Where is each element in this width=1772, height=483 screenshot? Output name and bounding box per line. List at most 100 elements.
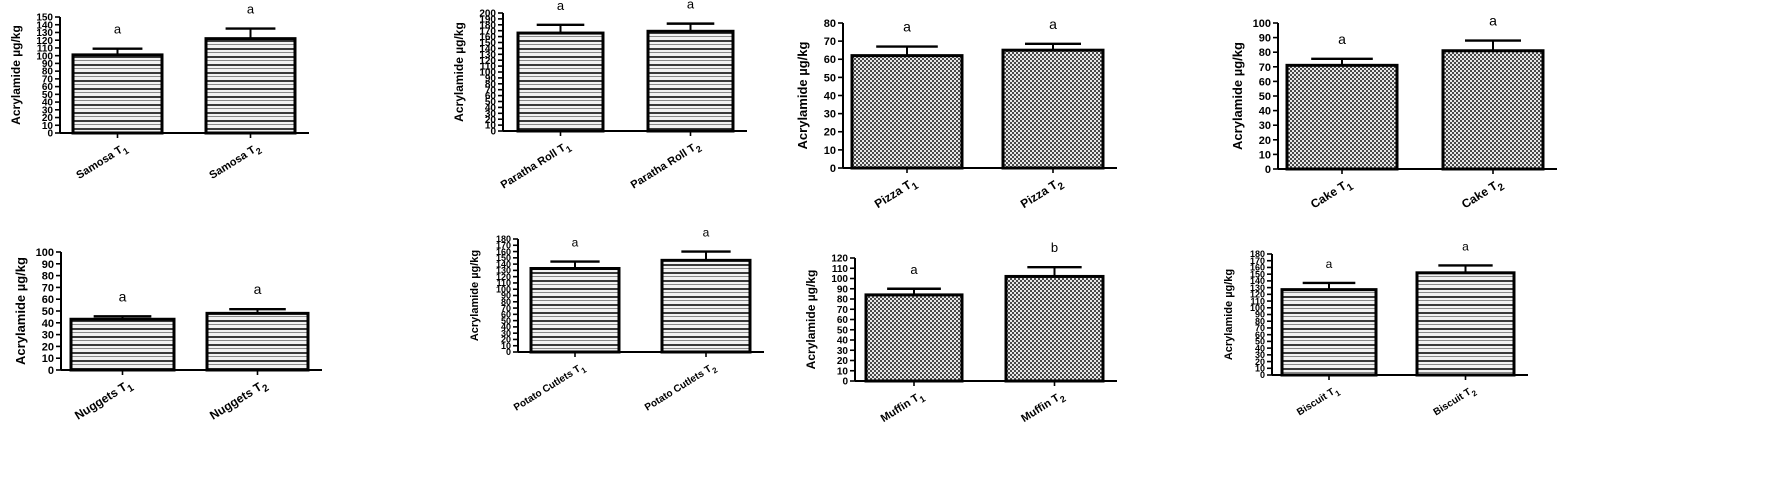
y-tick-label: 180 bbox=[496, 234, 511, 244]
x-tick-label: Cake T2 bbox=[1459, 175, 1507, 214]
y-tick-label: 70 bbox=[485, 85, 497, 96]
y-tick-label: 170 bbox=[1250, 256, 1265, 266]
y-tick-label: 50 bbox=[42, 90, 54, 101]
x-tick-label-subscript: 1 bbox=[564, 144, 574, 155]
y-tick-label: 110 bbox=[496, 278, 511, 288]
significance-label: a bbox=[910, 262, 918, 277]
y-tick-label: 110 bbox=[1250, 296, 1265, 306]
y-tick-label: 90 bbox=[42, 59, 54, 70]
y-tick-label: 110 bbox=[480, 62, 497, 73]
y-tick-label: 0 bbox=[842, 377, 848, 388]
chart-panel-3: 0 10 20 30 40 50 60 70 80 Acrylamide µg/kg a Pizza … bbox=[795, 16, 1117, 214]
y-tick-label: 20 bbox=[837, 356, 849, 367]
y-tick-label: 60 bbox=[824, 54, 836, 66]
y-tick-label: 120 bbox=[496, 272, 511, 282]
x-tick-label: Potato Cutlets T1 bbox=[512, 361, 589, 416]
y-tick-label: 130 bbox=[479, 50, 496, 61]
y-tick-label: 30 bbox=[824, 109, 836, 121]
y-axis-label: Acrylamide µg/kg bbox=[795, 41, 810, 149]
y-tick-label: 160 bbox=[479, 32, 496, 43]
y-tick-label: 40 bbox=[485, 103, 497, 114]
y-tick-label: 50 bbox=[837, 325, 849, 336]
y-tick-label: 80 bbox=[837, 295, 849, 306]
y-tick-label: 90 bbox=[42, 259, 54, 271]
y-tick-label: 80 bbox=[501, 297, 511, 307]
y-tick-label: 100 bbox=[1250, 303, 1265, 313]
y-tick-label: 40 bbox=[837, 336, 849, 347]
chart-panel-6: 0102030405060708090100110120130140150160… bbox=[469, 226, 764, 416]
bar bbox=[71, 53, 164, 135]
y-tick-label: 0 bbox=[1265, 164, 1271, 176]
y-tick-label: 200 bbox=[479, 9, 496, 20]
y-tick-label: 60 bbox=[1255, 330, 1265, 340]
y-tick-label: 80 bbox=[42, 67, 54, 78]
y-tick-label: 90 bbox=[1255, 310, 1265, 320]
y-tick-label: 50 bbox=[1259, 91, 1271, 103]
y-tick-label: 0 bbox=[1260, 370, 1265, 380]
x-tick-label-subscript: 2 bbox=[1470, 388, 1479, 398]
y-tick-label: 150 bbox=[479, 38, 496, 49]
y-tick-label: 30 bbox=[837, 346, 849, 357]
x-tick-label: Samosa T1 bbox=[74, 141, 130, 184]
x-tick-label-subscript: 2 bbox=[261, 382, 272, 395]
y-tick-label: 0 bbox=[47, 129, 53, 140]
y-tick-label: 30 bbox=[42, 330, 54, 342]
y-tick-label: 80 bbox=[485, 79, 497, 90]
y-axis-label: Acrylamide µg/kg bbox=[1223, 269, 1235, 360]
y-tick-label: 110 bbox=[832, 264, 849, 275]
x-tick-label: Biscuit T2 bbox=[1432, 384, 1479, 421]
bar bbox=[1285, 63, 1399, 171]
x-tick-label: Muffin T2 bbox=[1019, 389, 1067, 427]
y-tick-label: 40 bbox=[1255, 343, 1265, 353]
x-tick-label: Pizza T2 bbox=[1018, 174, 1067, 214]
y-tick-label: 10 bbox=[501, 341, 511, 351]
y-tick-label: 190 bbox=[479, 15, 496, 26]
y-tick-label: 170 bbox=[496, 241, 511, 251]
x-tick-label: Paratha Roll T2 bbox=[629, 139, 704, 194]
y-tick-label: 90 bbox=[1259, 33, 1271, 45]
y-axis-label: Acrylamide µg/kg bbox=[804, 270, 818, 370]
x-tick-label-subscript: 1 bbox=[1334, 388, 1343, 398]
y-tick-label: 20 bbox=[1255, 357, 1265, 367]
bar bbox=[1004, 274, 1105, 383]
y-tick-label: 100 bbox=[831, 274, 848, 285]
bar bbox=[864, 293, 964, 383]
y-tick-label: 110 bbox=[37, 44, 54, 55]
y-tick-label: 130 bbox=[496, 266, 511, 276]
y-tick-label: 40 bbox=[42, 318, 54, 330]
significance-label: a bbox=[247, 2, 255, 17]
bar bbox=[850, 54, 964, 170]
y-tick-label: 60 bbox=[501, 310, 511, 320]
y-tick-label: 30 bbox=[485, 109, 497, 120]
y-tick-label: 140 bbox=[479, 44, 496, 55]
y-tick-label: 70 bbox=[824, 36, 836, 48]
significance-label: a bbox=[557, 0, 565, 13]
x-tick-label: Pizza T1 bbox=[872, 174, 921, 214]
y-tick-label: 120 bbox=[1250, 290, 1265, 300]
y-tick-label: 20 bbox=[501, 335, 511, 345]
y-tick-label: 180 bbox=[1250, 249, 1265, 259]
x-tick-label: Nuggets T1 bbox=[72, 376, 136, 426]
y-tick-label: 0 bbox=[506, 347, 511, 357]
y-tick-label: 140 bbox=[36, 20, 53, 31]
y-tick-label: 140 bbox=[1250, 276, 1265, 286]
x-tick-label-subscript: 1 bbox=[910, 180, 921, 193]
y-tick-label: 70 bbox=[501, 303, 511, 313]
y-tick-label: 70 bbox=[42, 282, 54, 294]
x-tick-label-subscript: 2 bbox=[694, 144, 704, 155]
y-tick-label: 50 bbox=[485, 97, 497, 108]
x-tick-label-subscript: 2 bbox=[711, 365, 720, 375]
y-tick-label: 30 bbox=[1255, 350, 1265, 360]
bar bbox=[1415, 271, 1516, 377]
y-axis-label: Acrylamide µg/kg bbox=[452, 22, 466, 122]
y-tick-label: 120 bbox=[36, 36, 53, 47]
y-tick-label: 40 bbox=[824, 90, 836, 102]
y-tick-label: 100 bbox=[36, 51, 53, 62]
y-tick-label: 30 bbox=[501, 328, 511, 338]
x-tick-label-subscript: 2 bbox=[254, 146, 264, 157]
significance-label: b bbox=[1051, 240, 1058, 255]
bar bbox=[516, 31, 605, 133]
